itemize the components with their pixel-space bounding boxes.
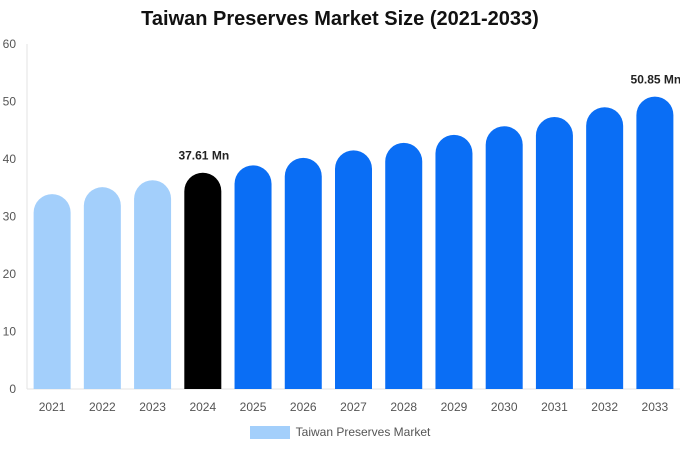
bar-2032 xyxy=(586,107,624,389)
bar-2025 xyxy=(234,165,272,389)
x-tick-label: 2032 xyxy=(591,400,618,414)
x-tick-label: 2027 xyxy=(340,400,367,414)
x-tick-label: 2021 xyxy=(39,400,66,414)
bar-2029 xyxy=(435,134,473,389)
bar-2024 xyxy=(184,172,222,389)
y-tick-label: 30 xyxy=(3,210,17,224)
bar-2030 xyxy=(485,126,523,390)
x-tick-label: 2031 xyxy=(541,400,568,414)
bar-2023 xyxy=(134,180,172,389)
bar-2027 xyxy=(335,150,372,389)
x-tick-label: 2028 xyxy=(390,400,417,414)
x-tick-label: 2033 xyxy=(642,400,669,414)
y-tick-label: 40 xyxy=(3,152,17,166)
x-tick-label: 2030 xyxy=(491,400,518,414)
y-tick-label: 50 xyxy=(3,95,17,109)
bar-2033 xyxy=(636,96,674,390)
y-tick-label: 0 xyxy=(9,382,16,396)
legend[interactable]: Taiwan Preserves Market xyxy=(0,425,680,439)
y-tick-label: 10 xyxy=(3,325,17,339)
bar-2028 xyxy=(385,142,423,389)
bar-2022 xyxy=(83,187,121,389)
data-label-2033: 50.85 Mn xyxy=(631,73,680,87)
legend-label: Taiwan Preserves Market xyxy=(295,425,431,439)
legend-swatch xyxy=(249,425,290,439)
y-tick-label: 20 xyxy=(3,267,17,281)
x-tick-label: 2023 xyxy=(139,400,166,414)
x-tick-label: 2022 xyxy=(89,400,116,414)
y-tick-label: 60 xyxy=(3,37,17,51)
data-label-2024: 37.61 Mn xyxy=(178,149,229,163)
chart-title: Taiwan Preserves Market Size (2021-2033) xyxy=(141,8,539,30)
bar-2021 xyxy=(33,194,71,389)
x-tick-label: 2025 xyxy=(240,400,267,414)
bar-2026 xyxy=(284,157,322,389)
bar-2031 xyxy=(535,117,573,389)
x-tick-label: 2024 xyxy=(189,400,216,414)
x-tick-label: 2026 xyxy=(290,400,317,414)
x-tick-label: 2029 xyxy=(441,400,468,414)
